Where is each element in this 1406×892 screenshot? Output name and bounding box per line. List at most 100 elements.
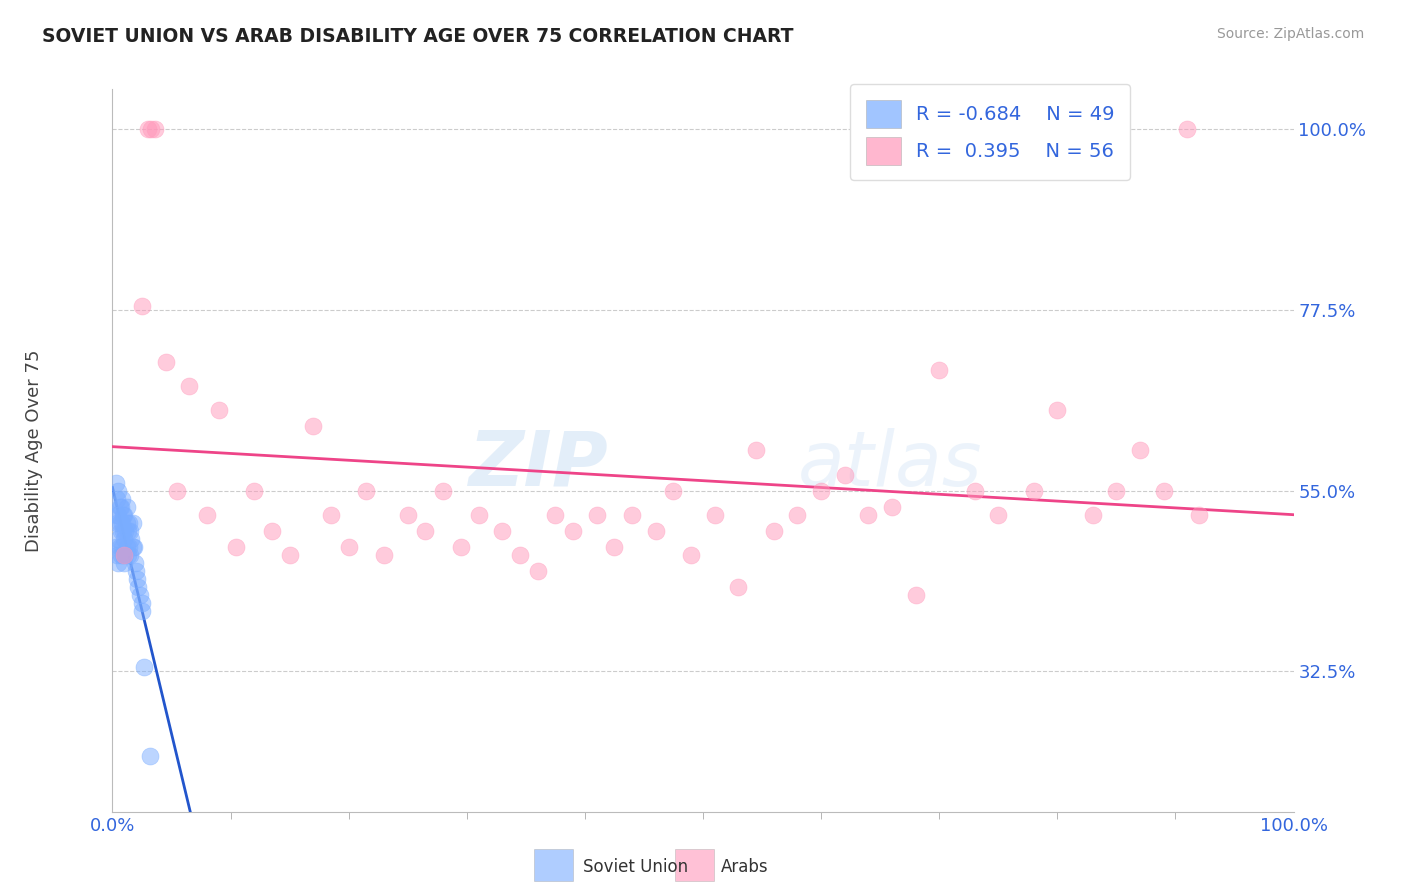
- Point: [108, 500, 131, 514]
- Point: [112, 508, 135, 522]
- Y-axis label: Disability Age Over 75: Disability Age Over 75: [25, 349, 44, 552]
- Point: [208, 403, 231, 417]
- Point: [118, 540, 141, 554]
- Point: [112, 532, 135, 546]
- Point: [108, 540, 131, 554]
- Text: ZIP: ZIP: [468, 428, 609, 502]
- Point: [115, 516, 138, 530]
- Point: [105, 548, 128, 562]
- Point: [105, 475, 128, 490]
- Point: [963, 483, 986, 498]
- Point: [117, 548, 139, 562]
- Point: [727, 580, 749, 594]
- Point: [1188, 508, 1211, 522]
- Point: [131, 596, 153, 610]
- Point: [110, 548, 132, 562]
- Point: [1046, 403, 1069, 417]
- Point: [121, 516, 143, 530]
- Text: Source: ZipAtlas.com: Source: ZipAtlas.com: [1216, 27, 1364, 41]
- Legend: R = -0.684    N = 49, R =  0.395    N = 56: R = -0.684 N = 49, R = 0.395 N = 56: [851, 85, 1130, 180]
- Point: [243, 483, 266, 498]
- Point: [396, 508, 419, 522]
- Bar: [675, 849, 713, 881]
- Point: [111, 491, 134, 506]
- Point: [432, 483, 454, 498]
- Point: [143, 122, 166, 136]
- Point: [105, 508, 128, 522]
- Bar: [534, 849, 574, 881]
- Point: [260, 524, 283, 538]
- Text: atlas: atlas: [797, 428, 981, 502]
- Point: [131, 604, 153, 618]
- Point: [225, 540, 247, 554]
- Point: [562, 524, 585, 538]
- Point: [112, 508, 135, 522]
- Point: [373, 548, 395, 562]
- Point: [141, 122, 163, 136]
- Text: Soviet Union: Soviet Union: [583, 858, 689, 876]
- Point: [111, 540, 134, 554]
- Point: [120, 532, 142, 546]
- Point: [110, 500, 132, 514]
- Point: [111, 516, 134, 530]
- Point: [166, 483, 188, 498]
- Point: [124, 556, 146, 570]
- Point: [1175, 122, 1198, 136]
- Point: [904, 588, 927, 602]
- Point: [703, 508, 725, 522]
- Point: [450, 540, 472, 554]
- Point: [114, 524, 136, 538]
- Point: [115, 540, 138, 554]
- Point: [117, 524, 139, 538]
- Point: [155, 355, 177, 369]
- Point: [127, 580, 149, 594]
- Point: [120, 524, 142, 538]
- Point: [603, 540, 626, 554]
- Point: [302, 419, 325, 434]
- Point: [121, 540, 143, 554]
- Point: [134, 660, 156, 674]
- Point: [644, 524, 666, 538]
- Point: [762, 524, 785, 538]
- Point: [928, 363, 950, 377]
- Point: [105, 516, 128, 530]
- Point: [319, 508, 342, 522]
- Point: [107, 508, 129, 522]
- Point: [858, 508, 880, 522]
- Point: [509, 548, 531, 562]
- Point: [131, 299, 153, 313]
- Text: Arabs: Arabs: [720, 858, 768, 876]
- Point: [337, 540, 360, 554]
- Point: [278, 548, 301, 562]
- Point: [491, 524, 513, 538]
- Point: [786, 508, 808, 522]
- Point: [1153, 483, 1175, 498]
- Point: [662, 483, 685, 498]
- Point: [112, 556, 135, 570]
- Point: [415, 524, 437, 538]
- Point: [745, 443, 768, 458]
- Point: [125, 564, 148, 578]
- Point: [105, 491, 128, 506]
- Point: [128, 588, 150, 602]
- Point: [115, 500, 138, 514]
- Point: [107, 483, 129, 498]
- Point: [1129, 443, 1152, 458]
- Point: [681, 548, 703, 562]
- Point: [526, 564, 548, 578]
- Point: [114, 548, 136, 562]
- Point: [108, 516, 131, 530]
- Point: [195, 508, 218, 522]
- Point: [136, 122, 159, 136]
- Point: [122, 540, 145, 554]
- Point: [107, 532, 129, 546]
- Point: [1022, 483, 1045, 498]
- Point: [112, 548, 135, 562]
- Point: [621, 508, 644, 522]
- Point: [110, 524, 132, 538]
- Point: [112, 524, 135, 538]
- Point: [118, 516, 141, 530]
- Text: SOVIET UNION VS ARAB DISABILITY AGE OVER 75 CORRELATION CHART: SOVIET UNION VS ARAB DISABILITY AGE OVER…: [42, 27, 793, 45]
- Point: [107, 556, 129, 570]
- Point: [585, 508, 607, 522]
